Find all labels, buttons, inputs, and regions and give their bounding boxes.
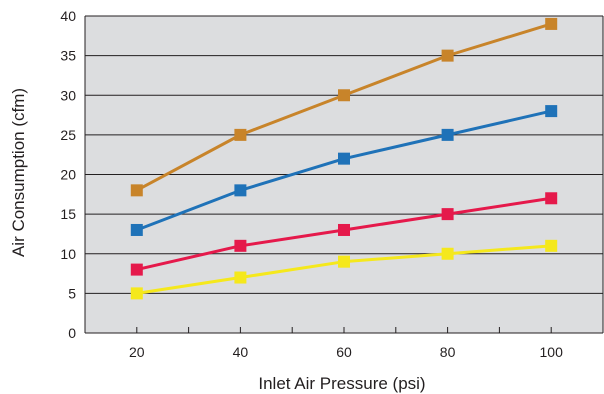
x-tick-label: 20 <box>129 344 145 360</box>
series-1 <box>130 17 558 197</box>
x-tick-label: 80 <box>440 344 456 360</box>
data-point <box>545 105 558 118</box>
y-tick-label: 15 <box>60 206 76 222</box>
y-tick-label: 40 <box>60 8 76 24</box>
data-point <box>130 223 143 236</box>
data-point <box>545 192 558 205</box>
axis-ticks <box>136 327 552 333</box>
y-tick-label: 25 <box>60 127 76 143</box>
y-tick-label: 0 <box>68 325 76 341</box>
grid-lines <box>84 15 604 334</box>
y-tick-label: 20 <box>60 167 76 183</box>
data-point <box>130 287 143 300</box>
data-point <box>441 208 454 221</box>
data-point <box>234 128 247 141</box>
x-axis-title: Inlet Air Pressure (psi) <box>258 374 425 393</box>
data-point <box>338 223 350 236</box>
data-point <box>545 17 558 30</box>
data-point <box>130 184 143 197</box>
data-point <box>338 255 350 268</box>
series-3 <box>130 192 558 276</box>
data-point <box>234 271 247 284</box>
x-tick-label: 40 <box>233 344 249 360</box>
data-point <box>338 152 350 165</box>
data-point <box>130 263 143 276</box>
x-tick-label: 60 <box>336 344 352 360</box>
data-point <box>441 247 454 260</box>
y-axis-title: Air Consumption (cfm) <box>9 88 28 257</box>
x-tick-label: 100 <box>540 344 564 360</box>
data-point <box>441 49 454 62</box>
y-tick-label: 35 <box>60 48 76 64</box>
series-2 <box>130 105 558 236</box>
y-tick-label: 5 <box>68 285 76 301</box>
tick-labels: 0 5 10 15 20 25 30 35 40 20 40 60 80 100 <box>60 8 563 360</box>
y-tick-label: 10 <box>60 246 76 262</box>
data-point <box>234 184 247 197</box>
data-point <box>338 89 350 102</box>
y-tick-label: 30 <box>60 87 76 103</box>
data-point <box>234 239 247 252</box>
series-4 <box>130 239 558 300</box>
data-point <box>545 239 558 252</box>
series-layer <box>130 17 558 300</box>
data-point <box>441 128 454 141</box>
